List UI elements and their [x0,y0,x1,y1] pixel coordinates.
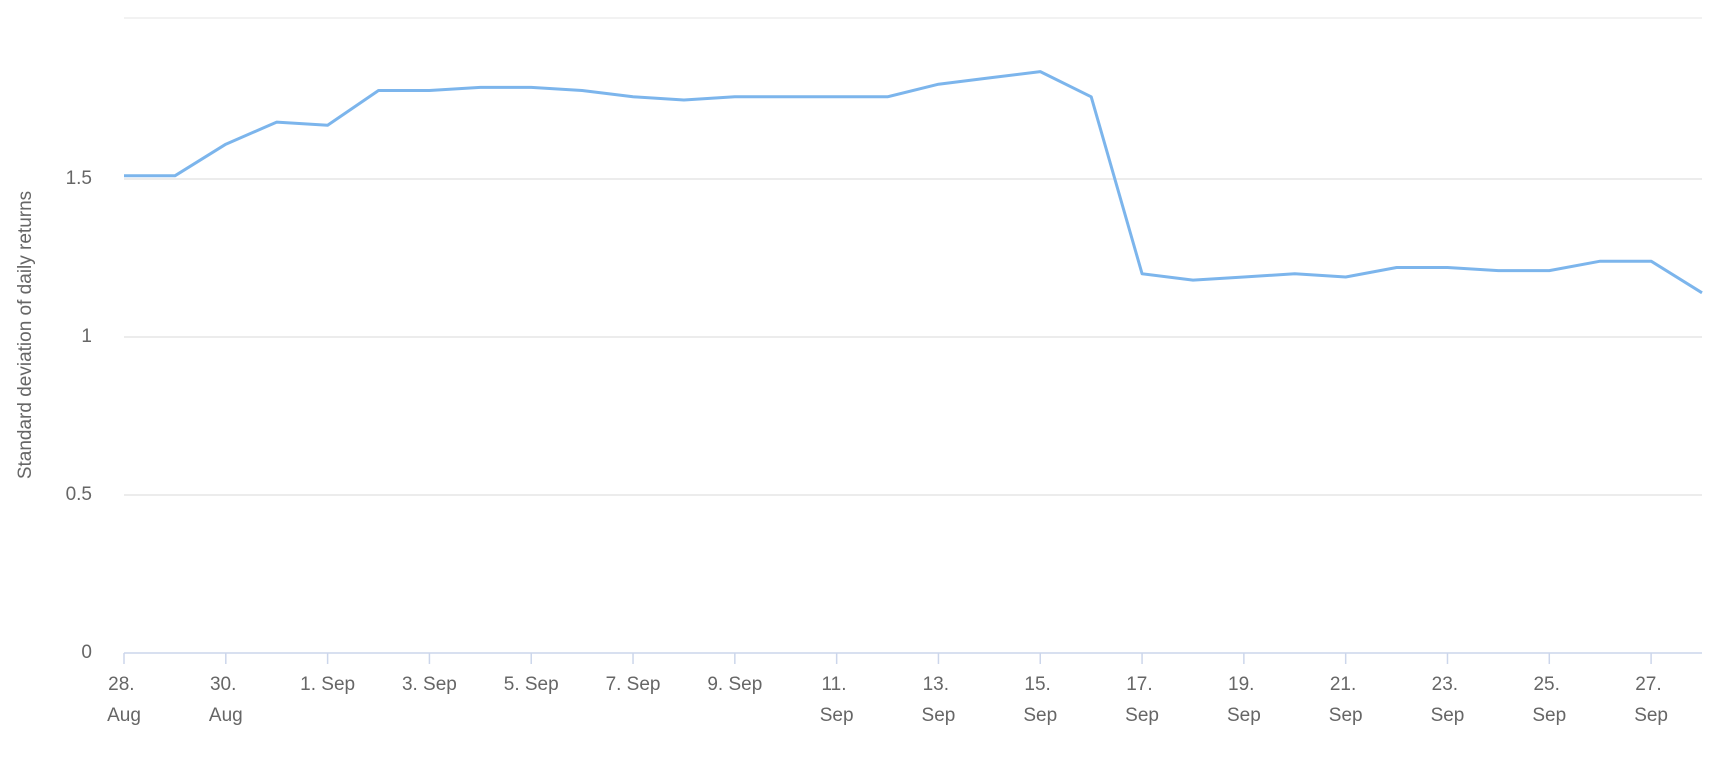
y-tick-label: 1.5 [66,168,92,189]
x-tick-label-line: 17. [1126,674,1158,695]
y-tick-label: 0 [81,642,92,663]
x-tick-label-line: Aug [107,705,141,726]
x-tick-label-line: 28. [108,674,140,695]
x-tick-label: 28. Aug [107,674,141,726]
x-tick-label: 30. Aug [209,674,243,726]
x-tick-label-line: Sep [1227,705,1261,726]
x-tick-label-line: 13. [923,674,955,695]
x-tick-label: 21. Sep [1329,674,1363,726]
y-axis-title: Standard deviation of daily returns [15,191,36,479]
x-tick-label: 27. Sep [1634,674,1668,726]
x-tick-label: 25. Sep [1532,674,1566,726]
y-tick-label: 0.5 [66,484,92,505]
x-tick-label: 13. Sep [922,674,956,726]
x-tick-label-line: 27. [1635,674,1667,695]
x-tick-label-line: Sep [1125,705,1159,726]
x-tick-label-line: Sep [1634,705,1668,726]
x-tick-label-line: 11. [822,674,852,695]
y-tick-label: 1 [81,326,92,347]
x-tick-label: 7. Sep [606,674,661,695]
x-tick-label-line: Sep [1023,705,1057,726]
x-tick-label-line: Aug [209,705,243,726]
x-tick-label: 15. Sep [1023,674,1057,726]
x-tick-label-line: 30. [210,674,242,695]
x-tick-label-line: Sep [1532,705,1566,726]
x-tick-label: 23. Sep [1431,674,1465,726]
x-tick-label-line: Sep [922,705,956,726]
x-tick-label-line: 23. [1432,674,1464,695]
x-tick-label: 17. Sep [1125,674,1159,726]
x-tick-label-line: Sep [820,705,854,726]
x-tick-label: 5. Sep [504,674,559,695]
x-tick-label: 3. Sep [402,674,457,695]
line [124,70,1703,295]
x-tick-label-line: 19. [1228,674,1260,695]
x-tick-label-line: Sep [1431,705,1465,726]
x-tick-label-line: 25. [1533,674,1565,695]
x-tick-label: 11. Sep [820,674,854,726]
x-tick-label-line: 21. [1330,674,1362,695]
x-tick-label-line: Sep [1329,705,1363,726]
x-tick-label-line: 15. [1024,674,1056,695]
x-tick-label: 1. Sep [300,674,355,695]
x-tick-label: 19. Sep [1227,674,1261,726]
x-tick-label: 9. Sep [707,674,762,695]
